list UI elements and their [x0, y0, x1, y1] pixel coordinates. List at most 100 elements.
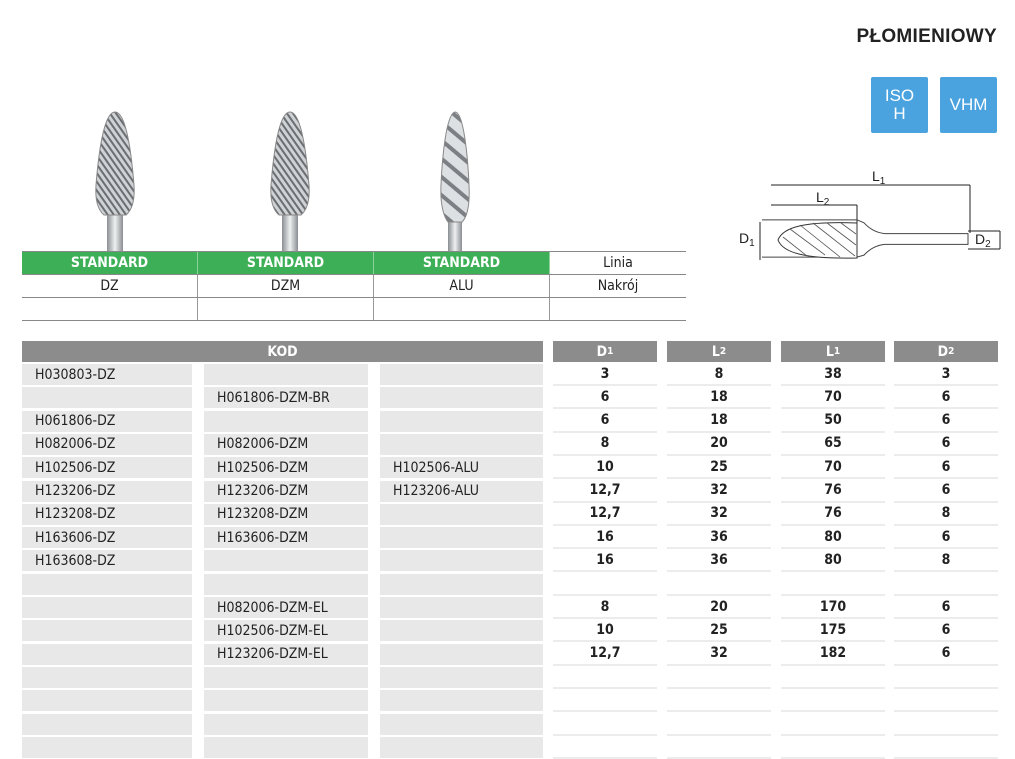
page-title: PŁOMIENIOWY — [856, 26, 997, 47]
kod-cell-dz: H123208-DZ — [22, 503, 192, 525]
dim-cell-l2 — [667, 736, 771, 759]
dim-cell-d1: 8 — [553, 433, 657, 456]
kod-cell-alu — [380, 666, 543, 688]
kod-cell-dzm — [204, 736, 368, 758]
dim-cell-d2: 6 — [894, 643, 998, 666]
dim-cell-l1: 38 — [781, 363, 885, 386]
line-label: Linia — [603, 255, 633, 271]
kod-cell-alu — [380, 503, 543, 525]
kod-cell-alu — [380, 550, 543, 572]
kod-cell-dzm: H061806-DZM-BR — [204, 387, 368, 409]
kod-cell-alu — [380, 410, 543, 432]
kod-cell-alu — [380, 433, 543, 455]
kod-cell-dzm: H102506-DZM-EL — [204, 620, 368, 642]
dim-cell-d2 — [894, 713, 998, 736]
dim-cell-l2: 8 — [667, 363, 771, 386]
badge-line: H — [893, 104, 906, 123]
kod-cell-alu: H102506-ALU — [380, 457, 543, 479]
kod-cell-dzm — [204, 364, 368, 385]
dim-cell-d2: 6 — [894, 596, 998, 619]
dim-cell-d1 — [553, 736, 657, 759]
dim-cell-d2: 6 — [894, 619, 998, 643]
dim-cell-l1 — [781, 666, 885, 689]
empty-row — [22, 298, 686, 321]
burr-alu-image — [440, 111, 470, 252]
kod-cell-alu — [380, 643, 543, 665]
l2-label: L2 — [816, 189, 830, 208]
dim-cell-d1: 8 — [553, 596, 657, 619]
dim-cell-d1: 3 — [553, 363, 657, 386]
kod-cell-alu — [380, 620, 543, 642]
kod-cell-dz: H163608-DZ — [22, 550, 192, 572]
kod-cell-dzm: H123208-DZM — [204, 503, 368, 525]
dim-cell-l2: 36 — [667, 526, 771, 550]
kod-cell-dz — [22, 597, 192, 618]
dim-cell-d1 — [553, 666, 657, 689]
dim-cell-d1: 12,7 — [553, 503, 657, 526]
dim-cell-d2: 6 — [894, 480, 998, 503]
kod-cell-dz — [22, 387, 192, 409]
dim-cell-l1: 182 — [781, 643, 885, 666]
vhm-badge: VHM — [940, 77, 997, 133]
dim-cell-l1: 70 — [781, 386, 885, 410]
dim-cell-d1: 6 — [553, 386, 657, 410]
dim-cell-d2: 6 — [894, 456, 998, 480]
dim-cell-l1: 76 — [781, 503, 885, 526]
kod-cell-dzm: H123206-DZM — [204, 480, 368, 502]
burr-dzm-image — [270, 111, 310, 252]
iso-h-badge: ISO H — [871, 77, 928, 133]
dim-cell-d1: 16 — [553, 549, 657, 573]
kod-cell-dzm: H123206-DZM-EL — [204, 643, 368, 665]
dim-cell-d1: 12,7 — [553, 643, 657, 666]
dim-cell-l1: 65 — [781, 433, 885, 456]
kod-cell-alu — [380, 736, 543, 758]
cut-cell: DZM — [198, 275, 374, 297]
types-table: STANDARD STANDARD STANDARD Linia DZ DZM … — [22, 251, 686, 321]
dim-cell-d2: 6 — [894, 433, 998, 456]
dim-cell-l2: 20 — [667, 596, 771, 619]
badge-line: ISO — [884, 86, 915, 105]
kod-cell-alu: H123206-ALU — [380, 480, 543, 502]
kod-cell-dzm — [204, 573, 368, 595]
line-cell: STANDARD — [374, 252, 550, 274]
empty-cell — [550, 298, 686, 320]
kod-cell-alu — [380, 597, 543, 618]
dim-cell-l1: 70 — [781, 456, 885, 480]
line-cell: STANDARD — [198, 252, 374, 274]
kod-header: KOD — [22, 341, 543, 362]
kod-cell-alu — [380, 713, 543, 735]
dim-cell-l2: 20 — [667, 433, 771, 456]
dim-cell-d1 — [553, 689, 657, 713]
dim-cell-l2: 18 — [667, 410, 771, 433]
kod-cell-dz: H030803-DZ — [22, 364, 192, 385]
dim-cell-d1: 10 — [553, 619, 657, 643]
dim-cell-l1: 175 — [781, 619, 885, 643]
dim-cell-d1: 6 — [553, 410, 657, 433]
dim-cell-d2 — [894, 736, 998, 759]
kod-cell-dzm — [204, 713, 368, 735]
kod-cell-alu — [380, 573, 543, 595]
kod-cell-dz: H061806-DZ — [22, 410, 192, 432]
dim-cell-l2: 18 — [667, 386, 771, 410]
dim-cell-l2: 36 — [667, 549, 771, 573]
dim-cell-l1 — [781, 736, 885, 759]
dim-cell-d1 — [553, 573, 657, 596]
dimension-diagram — [759, 184, 1001, 260]
empty-cell — [198, 298, 374, 320]
dim-cell-d2: 8 — [894, 549, 998, 573]
kod-cell-dz — [22, 643, 192, 665]
dim-cell-l1: 170 — [781, 596, 885, 619]
dim-cell-l1: 76 — [781, 480, 885, 503]
dim-cell-d2: 3 — [894, 363, 998, 386]
kod-cell-dz: H102506-DZ — [22, 457, 192, 479]
l1-label: L1 — [872, 168, 886, 187]
kod-cell-dzm — [204, 550, 368, 572]
kod-cell-alu — [380, 387, 543, 409]
d1-label: D1 — [739, 230, 755, 249]
dim-cell-d1: 12,7 — [553, 480, 657, 503]
line-cell: STANDARD — [22, 252, 198, 274]
dim-cell-d2: 6 — [894, 526, 998, 550]
